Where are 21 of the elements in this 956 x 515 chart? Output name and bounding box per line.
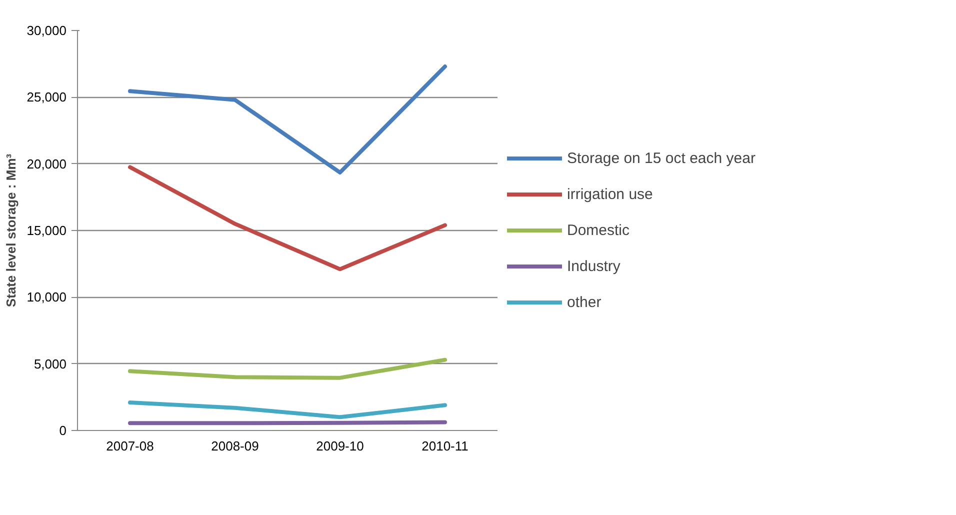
y-tick-label: 25,000 bbox=[26, 90, 67, 105]
legend-label: Industry bbox=[567, 258, 620, 274]
x-tick-label: 2007-08 bbox=[106, 438, 154, 454]
y-tick-label: 20,000 bbox=[26, 156, 67, 172]
legend-label: Domestic bbox=[567, 222, 630, 238]
y-axis-title: State level storage : Mm³ bbox=[4, 153, 19, 308]
line-series bbox=[128, 400, 447, 420]
line-series bbox=[128, 64, 447, 174]
x-tick-label: 2010-11 bbox=[422, 438, 468, 454]
y-tick-label: 5,000 bbox=[34, 356, 67, 372]
y-tick-label: 15,000 bbox=[26, 223, 67, 238]
y-tick-label: 30,000 bbox=[26, 23, 67, 38]
legend-label: other bbox=[567, 294, 602, 310]
line-series bbox=[128, 358, 447, 380]
y-tick-label: 10,000 bbox=[26, 290, 67, 305]
y-tick-label: 0 bbox=[59, 423, 67, 438]
legend-label: Storage on 15 oct each year bbox=[567, 150, 756, 166]
x-tick-label: 2008-09 bbox=[211, 438, 259, 454]
x-tick-label: 2009-10 bbox=[316, 438, 364, 454]
line-series bbox=[128, 165, 447, 272]
legend-label: irrigation use bbox=[567, 186, 653, 202]
